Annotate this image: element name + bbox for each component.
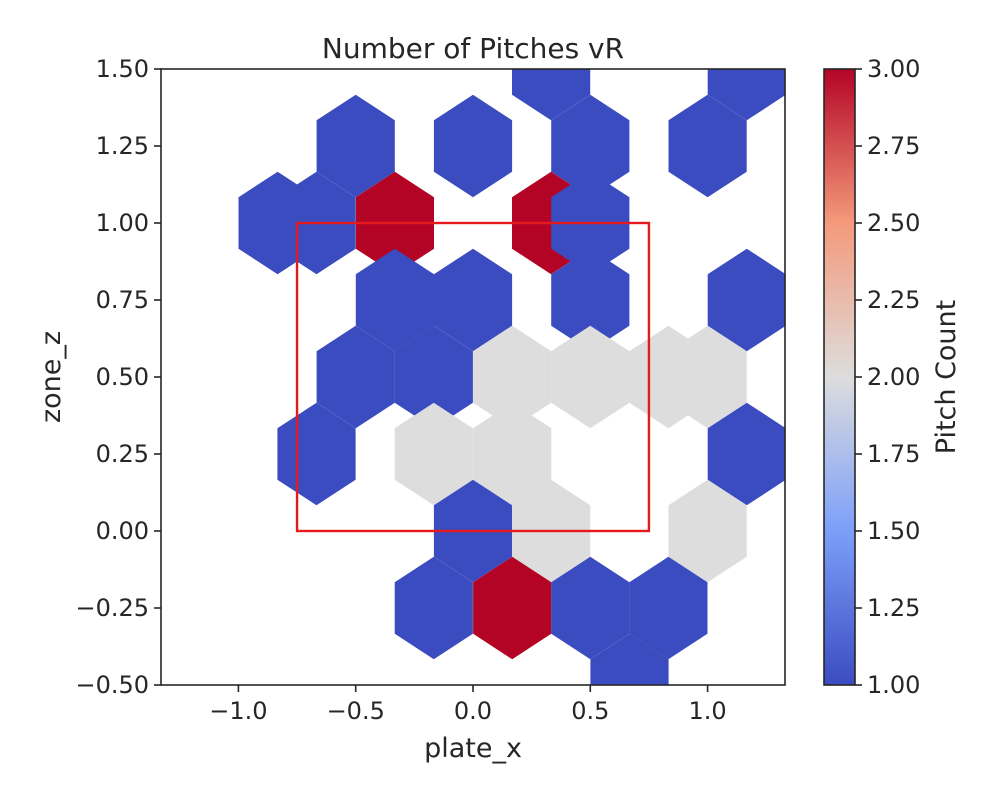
- hexbin-cell: [394, 402, 473, 506]
- colorbar-tick-label: 1.75: [867, 440, 920, 468]
- y-tick-label: 1.00: [96, 209, 149, 237]
- hexbin-cell: [316, 94, 395, 198]
- x-tick-label: 0.5: [571, 697, 609, 725]
- strike-zone-box: [295, 221, 651, 533]
- colorbar-label: Pitch Count: [931, 300, 962, 455]
- colorbar-tick-label: 2.25: [867, 286, 920, 314]
- hexbin-cell: [473, 325, 552, 429]
- colorbar-tick-label: 1.25: [867, 594, 920, 622]
- hexbin-cell: [668, 325, 747, 429]
- hexbin-cell: [668, 479, 747, 583]
- hexbin-cell: [316, 325, 395, 429]
- y-axis-label: zone_z: [36, 331, 67, 423]
- chart-title: Number of Pitches vR: [322, 32, 624, 65]
- x-tick-label: 0.0: [454, 697, 492, 725]
- hexbin-cell: [668, 94, 747, 198]
- x-tick-label: −0.5: [327, 697, 385, 725]
- y-tick-label: 0.00: [96, 517, 149, 545]
- y-tick-label: −0.25: [75, 594, 149, 622]
- colorbar-tick-label: 2.50: [867, 209, 920, 237]
- y-tick-label: 0.75: [96, 286, 149, 314]
- colorbar: [824, 69, 855, 685]
- colorbar-tick-label: 1.00: [867, 671, 920, 699]
- hexbin-cell: [473, 556, 552, 660]
- hexbin-cell: [707, 248, 785, 352]
- colorbar-tick-label: 2.00: [867, 363, 920, 391]
- hexbin-cell: [394, 325, 473, 429]
- hexbin-cell: [590, 633, 669, 685]
- colorbar-axis: 1.00 1.25 1.50 1.75 2.00 2.25 2.50 2.75 3.00: [855, 55, 920, 699]
- hexbin-cell: [551, 248, 630, 352]
- hexbin-cell: [707, 402, 785, 506]
- y-axis: −0.50 −0.25 0.00 0.25 0.50 0.75 1.00 1.25 1.50: [75, 55, 161, 699]
- hexbin-cell: [394, 556, 473, 660]
- hexbin-cell: [551, 556, 630, 660]
- hexbin-cell: [433, 94, 513, 198]
- hexbin-cell: [551, 94, 630, 198]
- hexbin-layer: [238, 69, 785, 685]
- y-tick-label: 1.25: [96, 132, 149, 160]
- hexbin-cell: [512, 69, 591, 121]
- hexbin-cell: [551, 325, 630, 429]
- hexbin-cell: [355, 248, 434, 352]
- colorbar-tick-label: 1.50: [867, 517, 920, 545]
- colorbar-tick-label: 2.75: [867, 132, 920, 160]
- hexbin-cell: [473, 402, 552, 506]
- hexbin-cell: [629, 556, 708, 660]
- y-tick-label: 1.50: [96, 55, 149, 83]
- x-axis-label: plate_x: [424, 733, 522, 764]
- y-tick-label: 0.50: [96, 363, 149, 391]
- y-tick-label: −0.50: [75, 671, 149, 699]
- colorbar-tick-label: 3.00: [867, 55, 920, 83]
- hexbin-cell: [707, 69, 785, 121]
- y-tick-label: 0.25: [96, 440, 149, 468]
- x-axis: −1.0 −0.5 0.0 0.5 1.0: [209, 685, 727, 725]
- hexbin-cell: [433, 248, 513, 352]
- x-tick-label: 1.0: [689, 697, 727, 725]
- x-tick-label: −1.0: [209, 697, 267, 725]
